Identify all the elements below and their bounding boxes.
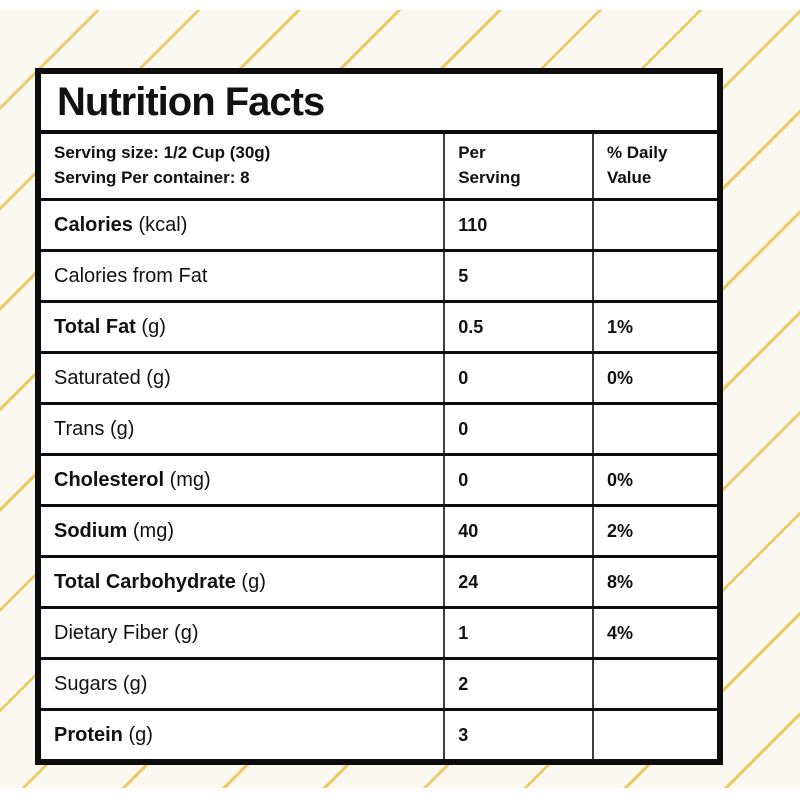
row-protein: Protein (g) 3	[41, 711, 717, 759]
nutrient-name: Cholesterol	[54, 468, 165, 491]
nutrient-value: 0	[443, 405, 592, 453]
nutrient-daily-value	[591, 711, 717, 759]
nutrient-unit: (mg)	[164, 468, 211, 491]
serving-header-row: Serving size: 1/2 Cup (30g) Serving Per c…	[41, 134, 717, 201]
row-calories-from-fat: Calories from Fat 5	[41, 252, 717, 303]
nutrient-unit: Calories from Fat	[54, 264, 208, 287]
nutrient-daily-value: 2%	[591, 507, 717, 555]
nutrient-value: 0	[443, 354, 592, 402]
row-dietary-fiber: Dietary Fiber (g) 1 4%	[41, 609, 717, 660]
nutrient-value: 5	[443, 252, 592, 300]
nutrient-label: Saturated (g)	[41, 354, 443, 402]
nutrient-unit: Saturated (g)	[54, 366, 171, 389]
row-trans-fat: Trans (g) 0	[41, 405, 717, 456]
serving-size-line: Serving size: 1/2 Cup (30g)	[54, 143, 271, 163]
nutrient-daily-value	[591, 660, 717, 708]
nutrient-unit: (g)	[122, 723, 153, 746]
nutrient-label: Sodium (mg)	[41, 507, 443, 555]
nutrient-value: 1	[443, 609, 592, 657]
nutrient-label: Trans (g)	[41, 405, 443, 453]
row-saturated-fat: Saturated (g) 0 0%	[41, 354, 717, 405]
nutrient-daily-value: 8%	[591, 558, 717, 606]
nutrient-label: Sugars (g)	[41, 660, 443, 708]
nutrient-value: 2	[443, 660, 592, 708]
nutrient-label: Total Fat (g)	[41, 303, 443, 351]
nutrient-daily-value	[591, 405, 717, 453]
nutrition-facts-label: Nutrition Facts Serving size: 1/2 Cup (3…	[35, 68, 723, 765]
nutrient-unit: Sugars (g)	[54, 672, 148, 695]
nutrient-value: 0	[443, 456, 592, 504]
nutrient-unit: (kcal)	[132, 213, 188, 236]
nutrient-daily-value: 4%	[591, 609, 717, 657]
nutrient-value: 24	[443, 558, 592, 606]
nutrient-label: Protein (g)	[41, 711, 443, 759]
nutrient-name: Calories	[54, 213, 133, 236]
row-total-fat: Total Fat (g) 0.5 1%	[41, 303, 717, 354]
row-sugars: Sugars (g) 2	[41, 660, 717, 711]
label-title: Nutrition Facts	[41, 74, 717, 134]
row-total-carbohydrate: Total Carbohydrate (g) 24 8%	[41, 558, 717, 609]
nutrient-daily-value: 0%	[591, 456, 717, 504]
column-header-per-serving: Per Serving	[443, 134, 592, 198]
nutrient-label: Cholesterol (mg)	[41, 456, 443, 504]
column-header-daily-value: % Daily Value	[591, 134, 717, 198]
nutrient-name: Total Carbohydrate	[54, 570, 236, 593]
row-cholesterol: Cholesterol (mg) 0 0%	[41, 456, 717, 507]
nutrient-name: Protein	[54, 723, 123, 746]
nutrient-unit: (g)	[235, 570, 266, 593]
nutrient-label: Calories (kcal)	[41, 201, 443, 249]
nutrient-unit: (mg)	[127, 519, 175, 542]
nutrient-value: 40	[443, 507, 592, 555]
nutrient-daily-value	[591, 252, 717, 300]
nutrient-unit: Dietary Fiber (g)	[54, 621, 199, 644]
nutrient-name: Sodium	[54, 519, 128, 542]
nutrient-daily-value	[591, 201, 717, 249]
nutrient-value: 110	[443, 201, 592, 249]
nutrient-unit: Trans (g)	[54, 417, 135, 440]
nutrient-value: 0.5	[443, 303, 592, 351]
nutrient-value: 3	[443, 711, 592, 759]
nutrient-label: Dietary Fiber (g)	[41, 609, 443, 657]
nutrient-unit: (g)	[135, 315, 166, 338]
nutrient-daily-value: 0%	[591, 354, 717, 402]
row-sodium: Sodium (mg) 40 2%	[41, 507, 717, 558]
nutrient-label: Total Carbohydrate (g)	[41, 558, 443, 606]
serving-size-text: Serving size: 1/2 Cup (30g) Serving Per c…	[54, 141, 270, 190]
nutrient-name: Total Fat	[54, 315, 136, 338]
nutrient-label: Calories from Fat	[41, 252, 443, 300]
serving-per-container-line: Serving Per container: 8	[54, 168, 250, 187]
nutrient-daily-value: 1%	[591, 303, 717, 351]
row-calories: Calories (kcal) 110	[41, 201, 717, 252]
serving-info: Serving size: 1/2 Cup (30g) Serving Per c…	[41, 134, 443, 198]
